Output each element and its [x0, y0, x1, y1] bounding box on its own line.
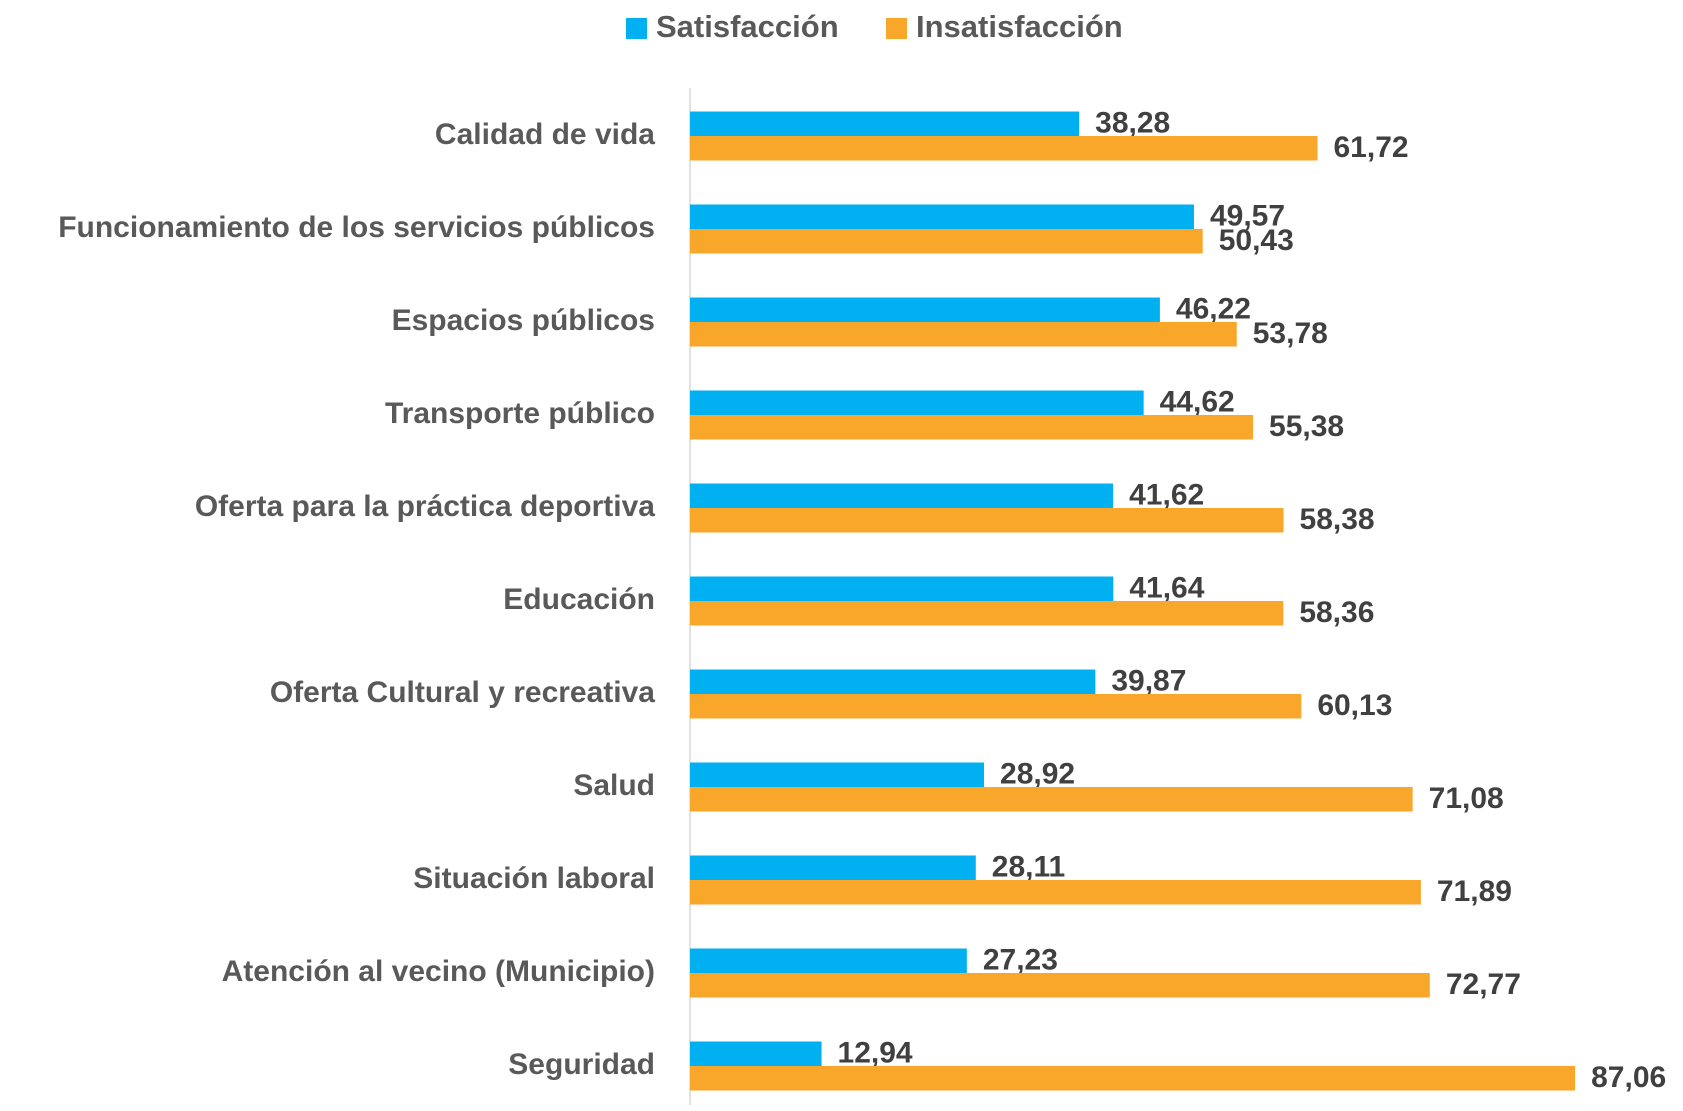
- value-label: 39,87: [1111, 665, 1186, 698]
- category-label: Oferta para la práctica deportiva: [195, 490, 655, 523]
- value-label: 58,38: [1300, 503, 1375, 536]
- value-label: 61,72: [1333, 131, 1408, 164]
- value-label: 53,78: [1253, 317, 1328, 350]
- bar: [690, 787, 1413, 812]
- value-label: 50,43: [1219, 224, 1294, 257]
- bar: [690, 508, 1284, 533]
- category-label: Espacios públicos: [392, 304, 655, 337]
- bar: [690, 601, 1284, 626]
- value-label: 71,89: [1437, 875, 1512, 908]
- value-label: 72,77: [1446, 968, 1521, 1001]
- bar: [690, 762, 985, 787]
- bar: [690, 880, 1421, 905]
- value-label: 28,11: [992, 851, 1065, 884]
- bar: [690, 390, 1144, 415]
- category-label: Educación: [503, 583, 655, 616]
- value-label: 49,57: [1210, 200, 1285, 233]
- category-label: Calidad de vida: [435, 118, 655, 151]
- value-label: 87,06: [1591, 1061, 1666, 1094]
- bar: [690, 322, 1237, 347]
- bar: [690, 669, 1096, 694]
- value-label: 60,13: [1317, 689, 1392, 722]
- category-label: Situación laboral: [413, 862, 655, 895]
- value-label: 46,22: [1176, 293, 1251, 326]
- legend-label: Insatisfacción: [916, 9, 1123, 44]
- value-label: 41,64: [1129, 572, 1204, 605]
- legend-swatch: [626, 18, 647, 39]
- category-label: Funcionamiento de los servicios públicos: [58, 211, 655, 244]
- category-label: Oferta Cultural y recreativa: [270, 676, 655, 709]
- category-label: Seguridad: [508, 1048, 655, 1081]
- bar: [690, 1041, 822, 1066]
- value-label: 71,08: [1429, 782, 1504, 815]
- bar: [690, 973, 1430, 998]
- value-label: 12,94: [838, 1037, 913, 1070]
- category-label: Salud: [573, 769, 655, 802]
- bar: [690, 229, 1203, 254]
- bar: [690, 948, 967, 973]
- bar: [690, 136, 1318, 161]
- value-label: 28,92: [1000, 758, 1075, 791]
- value-label: 44,62: [1160, 386, 1235, 419]
- bar: [690, 297, 1160, 322]
- bar: [690, 483, 1114, 508]
- bar: [690, 694, 1302, 719]
- bar: [690, 204, 1194, 229]
- value-label: 41,62: [1129, 479, 1204, 512]
- bar: [690, 111, 1080, 136]
- bar: [690, 1066, 1576, 1091]
- legend-swatch: [886, 18, 907, 39]
- value-label: 55,38: [1269, 410, 1344, 443]
- value-label: 27,23: [983, 944, 1058, 977]
- bar: [690, 855, 976, 880]
- bar: [690, 415, 1254, 440]
- category-label: Atención al vecino (Municipio): [222, 955, 655, 988]
- value-label: 38,28: [1095, 107, 1170, 140]
- value-label: 58,36: [1299, 596, 1374, 629]
- bar: [690, 576, 1114, 601]
- legend-label: Satisfacción: [656, 9, 839, 44]
- category-label: Transporte público: [385, 397, 655, 430]
